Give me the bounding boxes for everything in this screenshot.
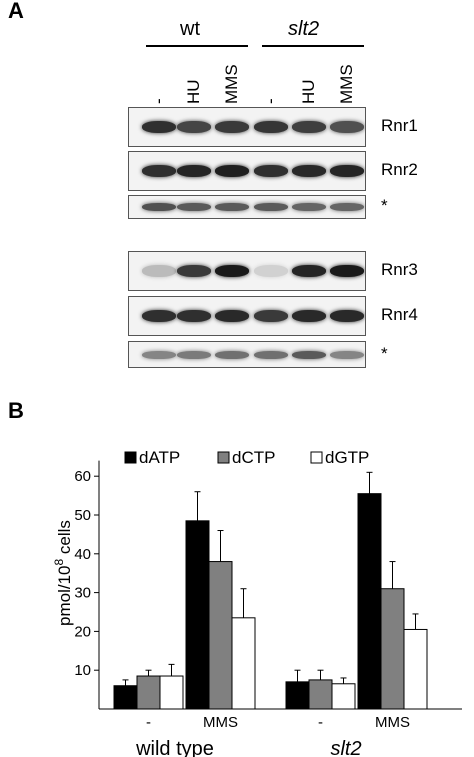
blot-band — [142, 350, 176, 359]
category-label: - — [146, 714, 151, 731]
lane-label: - — [261, 98, 280, 104]
blot-band — [330, 165, 364, 177]
group-underline-wt — [146, 45, 248, 47]
category-label: MMS — [375, 714, 410, 731]
blot-band — [292, 203, 326, 211]
blot-label: * — [381, 343, 388, 363]
blot-label: Rnr2 — [381, 160, 418, 179]
blot-band — [177, 121, 211, 133]
blot-band — [292, 165, 326, 177]
legend-label: dATP — [139, 448, 180, 467]
legend-label: dGTP — [325, 448, 369, 467]
bar — [159, 675, 184, 710]
blot-band — [215, 203, 249, 211]
bar — [208, 561, 233, 710]
lane-label: HU — [184, 79, 203, 104]
y-tick-label: 20 — [74, 623, 91, 640]
bar — [380, 588, 405, 710]
blot-band — [330, 350, 364, 359]
blot-label: Rnr1 — [381, 116, 418, 135]
bar — [403, 628, 428, 710]
dntp-bar-chart: 10 20 30 40 50 60 pmol/108 cells dATP dCTP dGTP - M… — [52, 448, 462, 757]
blot-strip — [128, 107, 366, 147]
blot-band — [330, 310, 364, 322]
blot-band — [254, 310, 288, 322]
blot-band — [330, 121, 364, 133]
panel-a-letter: A — [8, 0, 24, 23]
y-tick-label: 60 — [74, 468, 91, 485]
y-axis-label: pmol/108 cells — [52, 520, 74, 626]
blot-band — [254, 165, 288, 177]
y-tick-label: 50 — [74, 507, 91, 524]
group-label: slt2 — [330, 738, 361, 757]
blot-band — [292, 310, 326, 322]
group-underline-slt2 — [262, 45, 364, 47]
blot-band — [142, 265, 176, 277]
lane-label: HU — [299, 79, 318, 104]
blot-band — [142, 121, 176, 133]
blot-strip — [128, 296, 366, 336]
blot-band — [177, 350, 211, 359]
blot-label: * — [381, 196, 388, 215]
blot-strip — [128, 195, 366, 219]
blot-label: Rnr3 — [381, 260, 418, 279]
blot-band — [254, 121, 288, 133]
bar — [331, 683, 356, 710]
panel-b-letter: B — [8, 398, 24, 423]
blot-band — [177, 203, 211, 211]
blot-band — [142, 310, 176, 322]
legend-label: dCTP — [232, 448, 275, 467]
blot-strip — [128, 341, 366, 368]
blot-band — [254, 350, 288, 359]
blot-band — [215, 165, 249, 177]
bar — [185, 520, 210, 710]
group-label-slt2: slt2 — [288, 18, 320, 40]
group-label: wild type — [135, 738, 214, 757]
blot-strip — [128, 251, 366, 291]
blot-band — [254, 265, 288, 277]
blot-band — [177, 165, 211, 177]
blot-band — [292, 265, 326, 277]
lane-label: - — [149, 98, 168, 104]
blot-strip — [128, 151, 366, 191]
category-label: MMS — [203, 714, 238, 731]
bar — [308, 679, 333, 710]
blot-band — [215, 310, 249, 322]
blot-band — [292, 350, 326, 359]
bar — [113, 685, 138, 710]
blot-band — [177, 310, 211, 322]
legend-swatch — [124, 451, 137, 464]
blot-band — [177, 265, 211, 277]
category-label: - — [318, 714, 323, 731]
blot-band — [215, 350, 249, 359]
bar — [357, 493, 382, 710]
blot-label: Rnr4 — [381, 305, 418, 324]
y-tick-label: 40 — [74, 546, 91, 563]
bar — [285, 681, 310, 710]
legend-swatch — [310, 451, 323, 464]
blot-band — [142, 203, 176, 211]
blot-band — [330, 203, 364, 211]
blot-band — [215, 265, 249, 277]
bar — [136, 675, 161, 710]
y-tick-label: 10 — [74, 662, 91, 679]
lane-label: MMS — [337, 64, 356, 104]
y-tick-label: 30 — [74, 585, 91, 602]
bar — [231, 617, 256, 710]
blot-band — [215, 121, 249, 133]
legend-swatch — [217, 451, 230, 464]
blot-band — [142, 165, 176, 177]
blot-band — [330, 265, 364, 277]
blot-band — [292, 121, 326, 133]
group-label-wt: wt — [180, 18, 200, 40]
blot-band — [254, 203, 288, 211]
lane-label: MMS — [222, 64, 241, 104]
